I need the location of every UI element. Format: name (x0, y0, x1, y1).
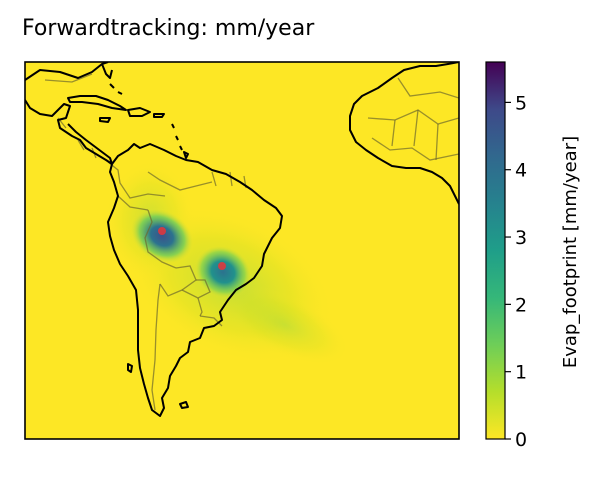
colorbar-tick-label: 3 (515, 227, 527, 249)
country-borders (44, 73, 459, 411)
colorbar-gradient (485, 61, 506, 440)
coast-lesser-antilles (171, 123, 183, 151)
colorbar: 0 1 2 3 4 5 Evap_footprint [mm/year] (485, 61, 581, 451)
hotspot-southeast (193, 244, 253, 300)
figure-title: Forwardtracking: mm/year (22, 16, 315, 41)
border-chile-argentina (151, 283, 161, 411)
evaporation-footprint (105, 160, 350, 366)
colorbar-ticks: 0 1 2 3 4 5 (505, 92, 527, 451)
coast-jamaica (99, 117, 111, 123)
source-marker-northwest (158, 227, 166, 235)
colorbar-tick-label: 0 (515, 429, 527, 451)
border-africa-2 (371, 137, 459, 161)
coast-trinidad (183, 151, 189, 159)
colorbar-tick-label: 2 (515, 294, 527, 316)
coast-cuba (67, 95, 127, 111)
colorbar-tick-label: 4 (515, 160, 527, 182)
border-bolivia (159, 265, 197, 297)
border-argentina-brazil (197, 297, 203, 317)
colorbar-label: Evap_footprint [mm/year] (560, 136, 581, 368)
map-frame (24, 61, 460, 440)
coast-puerto-rico (153, 113, 165, 118)
coast-south-america (107, 143, 283, 417)
border-ecuador (117, 195, 149, 211)
coast-africa (349, 62, 459, 205)
border-paraguay (181, 279, 211, 299)
coast-hispaniola (127, 107, 151, 117)
border-peru-brazil (144, 209, 177, 269)
border-panama-colombia (107, 161, 166, 199)
map-panel (24, 61, 460, 440)
border-africa-4 (397, 77, 459, 99)
hotspot-northwest (129, 207, 195, 265)
border-uruguay (199, 315, 223, 327)
footprint-plume-tail (220, 284, 350, 366)
coast-chiloe (127, 363, 133, 373)
border-venezuela-brazil (147, 171, 213, 191)
coastlines (25, 62, 459, 417)
border-africa-3 (391, 109, 439, 161)
source-markers (158, 227, 226, 270)
coast-bahamas (109, 83, 123, 95)
coast-falklands (179, 401, 189, 409)
coast-florida (101, 63, 113, 79)
coast-mexico-central-america (25, 99, 113, 165)
colorbar-tick-label: 1 (515, 362, 527, 384)
colorbar-tick-label: 5 (515, 92, 527, 114)
source-marker-southeast (218, 262, 226, 270)
border-north-america (44, 73, 93, 83)
